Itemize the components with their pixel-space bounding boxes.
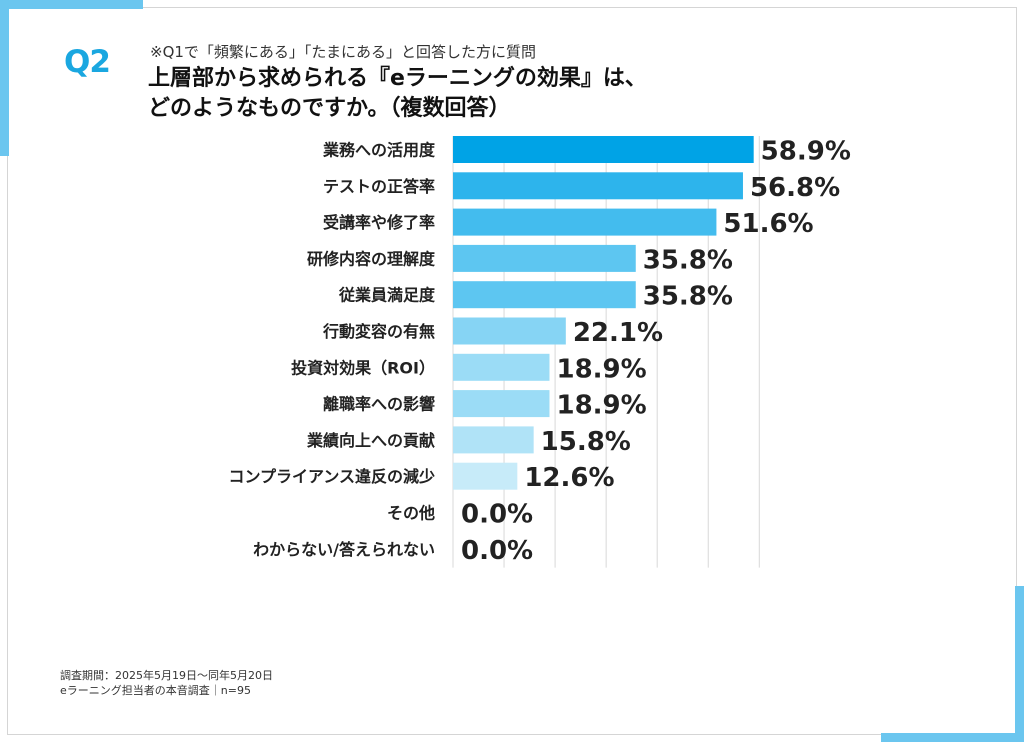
accent-top-left — [0, 0, 143, 9]
value-label: 18.9% — [556, 391, 646, 421]
category-label: 業務への活用度 — [322, 141, 436, 160]
question-title: 上層部から求められる『eラーニングの効果』は、 どのようなものですか。（複数回答… — [148, 64, 647, 124]
category-label: わからない/答えられない — [253, 540, 435, 559]
category-label: 行動変容の有無 — [322, 322, 435, 341]
survey-period: 調査期間：2025年5月19日〜同年5月20日 — [60, 669, 273, 682]
bar — [453, 317, 566, 345]
accent-left-top — [0, 0, 9, 156]
category-label: 従業員満足度 — [338, 286, 436, 305]
bar — [453, 281, 636, 309]
survey-source: eラーニング担当者の本音調査｜n=95 — [60, 684, 251, 697]
bar — [453, 172, 743, 200]
value-label: 18.9% — [556, 354, 646, 384]
value-label: 0.0% — [461, 536, 533, 566]
question-title-line1: 上層部から求められる『eラーニングの効果』は、 — [148, 66, 647, 91]
value-label: 56.8% — [750, 173, 840, 203]
survey-footer: 調査期間：2025年5月19日〜同年5月20日 eラーニング担当者の本音調査｜n… — [60, 668, 273, 698]
value-label: 15.8% — [541, 427, 631, 457]
value-label: 0.0% — [461, 500, 533, 530]
accent-right-bottom — [1015, 586, 1024, 742]
category-label: 研修内容の理解度 — [307, 249, 436, 268]
value-label: 22.1% — [573, 318, 663, 348]
value-label: 35.8% — [643, 245, 733, 275]
bar — [453, 462, 518, 490]
value-label: 35.8% — [643, 282, 733, 312]
value-label: 51.6% — [723, 209, 813, 239]
category-label: 投資対効果（ROI） — [291, 358, 435, 377]
page-frame — [7, 7, 1017, 735]
value-label: 58.9% — [761, 137, 851, 167]
bar — [453, 244, 636, 272]
bar — [453, 136, 754, 163]
category-label: その他 — [387, 504, 435, 523]
category-label: コンプライアンス違反の減少 — [228, 467, 435, 486]
bar — [453, 426, 534, 454]
category-label: 離職率への影響 — [323, 395, 435, 414]
accent-bottom-right — [881, 733, 1024, 742]
value-label: 12.6% — [524, 463, 614, 493]
bar — [453, 208, 717, 236]
question-number: Q2 — [64, 44, 111, 80]
bar — [453, 390, 550, 418]
category-label: テストの正答率 — [323, 177, 435, 196]
question-title-line2: どのようなものですか。（複数回答） — [148, 96, 511, 121]
bar — [453, 353, 550, 381]
respondent-note: ※Q1で「頻繁にある」「たまにある」と回答した方に質問 — [150, 43, 536, 61]
category-label: 業績向上への貢献 — [306, 431, 435, 450]
category-label: 受講率や修了率 — [323, 213, 435, 232]
